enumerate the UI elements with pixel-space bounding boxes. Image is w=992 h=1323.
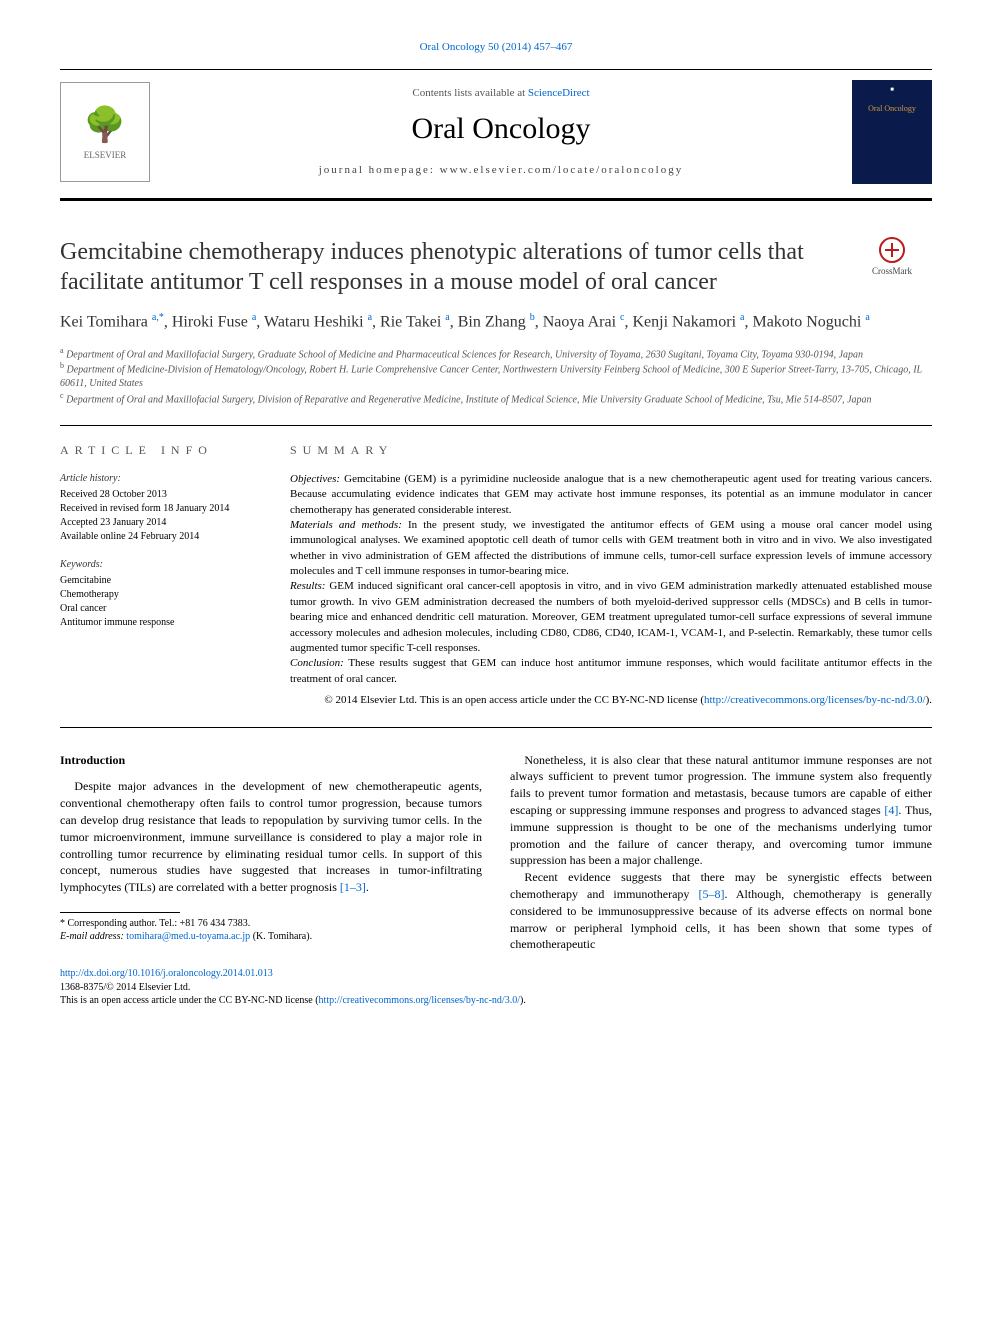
divider	[60, 727, 932, 728]
homepage-prefix: journal homepage:	[319, 164, 440, 176]
elsevier-logo: 🌳 ELSEVIER	[60, 82, 150, 182]
journal-header: 🌳 ELSEVIER Contents lists available at S…	[60, 69, 932, 201]
contents-prefix: Contents lists available at	[412, 87, 527, 99]
history-received: Received 28 October 2013	[60, 488, 266, 502]
elsevier-label: ELSEVIER	[84, 149, 127, 161]
affiliation: a Department of Oral and Maxillofacial S…	[60, 346, 932, 362]
keyword: Chemotherapy	[60, 588, 266, 602]
homepage-url: www.elsevier.com/locate/oraloncology	[440, 164, 684, 176]
cover-title: Oral Oncology	[858, 104, 926, 115]
materials-label: Materials and methods:	[290, 519, 402, 531]
footnotes: * Corresponding author. Tel.: +81 76 434…	[60, 917, 482, 944]
keywords-label: Keywords:	[60, 558, 266, 572]
body-paragraph: Recent evidence suggests that there may …	[510, 869, 932, 953]
body-paragraph: Despite major advances in the developmen…	[60, 778, 482, 896]
sciencedirect-link[interactable]: ScienceDirect	[528, 87, 590, 99]
email-link[interactable]: tomihara@med.u-toyama.ac.jp	[126, 931, 250, 942]
copyright-suffix: ).	[926, 694, 932, 706]
doi-block: http://dx.doi.org/10.1016/j.oraloncology…	[60, 967, 932, 1008]
issn-line: 1368-8375/© 2014 Elsevier Ltd.	[60, 981, 932, 995]
article-info-column: ARTICLE INFO Article history: Received 2…	[60, 442, 290, 709]
crossmark-icon	[879, 237, 905, 263]
history-label: Article history:	[60, 472, 266, 486]
author-list: Kei Tomihara a,*, Hiroki Fuse a, Wataru …	[60, 311, 932, 334]
results-label: Results:	[290, 580, 325, 592]
citation-link[interactable]: [5–8]	[698, 887, 724, 901]
journal-homepage-line: journal homepage: www.elsevier.com/locat…	[150, 163, 852, 178]
citation-link[interactable]: [4]	[884, 803, 898, 817]
article-body: Introduction Despite major advances in t…	[60, 752, 932, 954]
contents-available-line: Contents lists available at ScienceDirec…	[150, 86, 852, 101]
journal-reference: Oral Oncology 50 (2014) 457–467	[60, 40, 932, 55]
email-suffix: (K. Tomihara).	[250, 931, 312, 942]
history-online: Available online 24 February 2014	[60, 530, 266, 544]
article-info-heading: ARTICLE INFO	[60, 442, 266, 458]
cover-top: ■	[858, 86, 926, 94]
oa-license-link[interactable]: http://creativecommons.org/licenses/by-n…	[319, 995, 520, 1006]
keyword: Oral cancer	[60, 602, 266, 616]
affiliation: b Department of Medicine-Division of Hem…	[60, 361, 932, 390]
oa-text: This is an open access article under the…	[60, 995, 319, 1006]
history-accepted: Accepted 23 January 2014	[60, 516, 266, 530]
journal-name: Oral Oncology	[150, 109, 852, 150]
footnote-separator	[60, 912, 180, 913]
body-text: .	[366, 880, 369, 894]
body-text: Despite major advances in the developmen…	[60, 779, 482, 894]
article-history: Article history: Received 28 October 201…	[60, 472, 266, 544]
history-revised: Received in revised form 18 January 2014	[60, 502, 266, 516]
summary-heading: SUMMARY	[290, 442, 932, 458]
results-text: GEM induced significant oral cancer-cell…	[290, 580, 932, 654]
objectives-label: Objectives:	[290, 473, 340, 485]
conclusion-text: These results suggest that GEM can induc…	[290, 657, 932, 684]
doi-link[interactable]: http://dx.doi.org/10.1016/j.oraloncology…	[60, 968, 273, 979]
keyword: Antitumor immune response	[60, 616, 266, 630]
copyright-line: © 2014 Elsevier Ltd. This is an open acc…	[290, 693, 932, 708]
summary-column: SUMMARY Objectives: Gemcitabine (GEM) is…	[290, 442, 932, 709]
corresponding-author: * Corresponding author. Tel.: +81 76 434…	[60, 917, 482, 931]
cc-license-link[interactable]: http://creativecommons.org/licenses/by-n…	[704, 694, 926, 706]
summary-body: Objectives: Gemcitabine (GEM) is a pyrim…	[290, 472, 932, 709]
crossmark-badge[interactable]: CrossMark	[852, 237, 932, 297]
affiliation: c Department of Oral and Maxillofacial S…	[60, 391, 932, 407]
divider	[60, 425, 932, 426]
citation-link[interactable]: [1–3]	[340, 880, 366, 894]
oa-suffix: ).	[520, 995, 526, 1006]
keyword: Gemcitabine	[60, 574, 266, 588]
body-paragraph: Nonetheless, it is also clear that these…	[510, 752, 932, 870]
elsevier-tree-icon: 🌳	[84, 103, 126, 149]
email-label: E-mail address:	[60, 931, 126, 942]
copyright-text: © 2014 Elsevier Ltd. This is an open acc…	[324, 694, 704, 706]
introduction-heading: Introduction	[60, 752, 482, 769]
crossmark-label: CrossMark	[872, 265, 912, 277]
affiliations: a Department of Oral and Maxillofacial S…	[60, 346, 932, 407]
keywords-block: Keywords: Gemcitabine Chemotherapy Oral …	[60, 558, 266, 630]
article-title: Gemcitabine chemotherapy induces phenoty…	[60, 237, 832, 297]
objectives-text: Gemcitabine (GEM) is a pyrimidine nucleo…	[290, 473, 932, 516]
body-text: Nonetheless, it is also clear that these…	[510, 753, 932, 817]
journal-cover-thumbnail: ■ Oral Oncology	[852, 80, 932, 184]
conclusion-label: Conclusion:	[290, 657, 344, 669]
